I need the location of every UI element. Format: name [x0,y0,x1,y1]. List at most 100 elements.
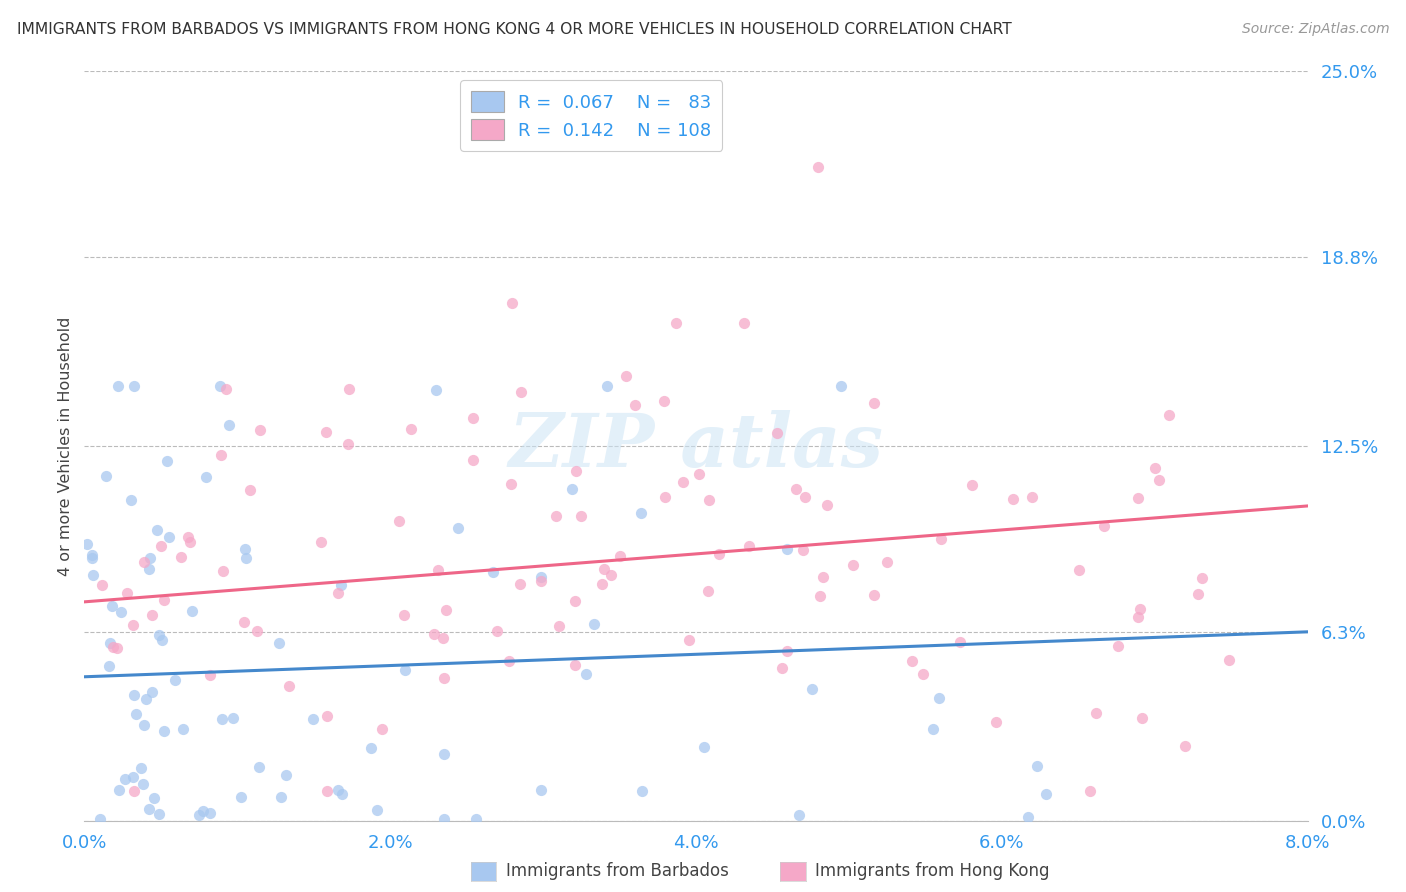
Point [134,555,156,569]
Point [1191,571,1213,585]
Point [330,578,353,592]
Point [1069,564,1091,578]
Point [1157,408,1180,422]
Point [198,806,221,821]
Point [122,379,145,393]
Point [371,722,394,736]
Point [82,548,104,562]
Point [423,626,446,640]
Point [697,584,720,599]
Point [246,624,269,639]
Text: Immigrants from Barbados: Immigrants from Barbados [506,863,730,880]
Point [337,382,360,396]
Point [591,577,613,591]
Point [141,685,163,699]
Point [387,514,409,528]
Point [911,667,934,681]
Point [624,398,647,412]
Point [929,532,952,546]
Point [76,537,98,551]
Point [156,454,179,468]
Point [1080,783,1102,797]
Point [200,667,222,681]
Point [1147,473,1170,487]
Point [1128,491,1150,506]
Legend: R =  0.067    N =   83, R =  0.142    N = 108: R = 0.067 N = 83, R = 0.142 N = 108 [460,80,723,151]
Point [569,508,592,523]
Point [150,633,173,648]
Point [125,707,148,722]
Point [688,467,710,481]
Point [309,535,332,549]
Point [120,493,142,508]
Point [807,161,830,175]
Point [609,549,631,564]
Point [181,604,204,618]
Point [485,624,508,639]
Text: IMMIGRANTS FROM BARBADOS VS IMMIGRANTS FROM HONG KONG 4 OR MORE VEHICLES IN HOUS: IMMIGRANTS FROM BARBADOS VS IMMIGRANTS F… [17,22,1012,37]
Point [215,382,238,396]
Point [785,483,807,497]
Point [142,791,165,805]
Point [360,740,382,755]
Point [1026,759,1049,773]
Point [301,713,323,727]
Point [326,783,349,797]
Point [614,368,637,383]
Point [433,747,456,762]
Point [678,632,700,647]
Point [433,671,456,685]
Point [97,659,120,673]
Point [813,570,835,584]
Point [150,539,173,553]
Point [766,426,789,441]
Text: Immigrants from Hong Kong: Immigrants from Hong Kong [815,863,1050,880]
Point [114,772,136,786]
Point [276,768,298,782]
Point [631,784,654,798]
Point [808,589,831,603]
Point [212,564,235,578]
Point [461,452,484,467]
Point [110,606,132,620]
Point [564,594,586,608]
Point [148,806,170,821]
Point [1218,652,1240,666]
Point [98,636,121,650]
Point [901,654,924,668]
Point [108,783,131,797]
Point [141,608,163,623]
Point [233,615,256,629]
Point [793,490,815,504]
Point [863,395,886,409]
Point [209,448,232,462]
Point [433,812,456,826]
Point [800,682,823,697]
Point [1107,639,1129,653]
Point [652,393,675,408]
Point [630,506,652,520]
Point [222,711,245,725]
Point [665,316,688,330]
Point [179,534,201,549]
Point [315,783,337,797]
Point [239,483,262,497]
Point [544,509,567,524]
Point [960,477,983,491]
Point [401,421,423,435]
Point [89,813,111,827]
Point [177,530,200,544]
Point [672,475,695,489]
Point [138,802,160,816]
Point [499,476,522,491]
Point [862,588,884,602]
Point [159,530,181,544]
Point [122,688,145,702]
Point [510,385,533,400]
Point [425,383,447,397]
Point [366,803,388,817]
Point [107,379,129,393]
Point [209,379,232,393]
Point [1035,787,1057,801]
Point [482,566,505,580]
